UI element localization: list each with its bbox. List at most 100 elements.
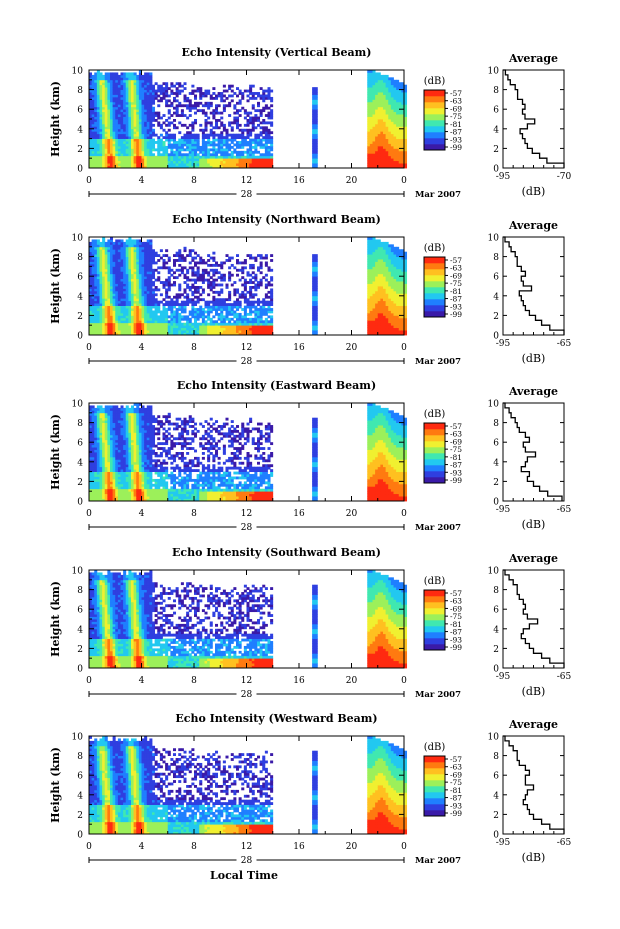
heatmap-cell xyxy=(217,165,221,169)
heatmap-cell xyxy=(377,101,381,105)
heatmap-cell xyxy=(159,325,163,329)
heatmap-cell xyxy=(102,251,106,255)
heatmap-cell xyxy=(94,131,98,135)
x-tick-label: 20 xyxy=(346,176,358,186)
heatmap-cell xyxy=(136,119,140,122)
heatmap-cell xyxy=(254,160,258,164)
heatmap-cell xyxy=(102,165,106,169)
heatmap-cell xyxy=(312,114,316,117)
heatmap-cell xyxy=(167,308,171,311)
heatmap-cell xyxy=(238,278,242,282)
heatmap-cell xyxy=(175,276,179,280)
heatmap-cell xyxy=(117,133,121,137)
heatmap-cell xyxy=(312,155,316,159)
heatmap-cell xyxy=(117,244,121,248)
heatmap-cell xyxy=(144,330,148,333)
heatmap-cell xyxy=(367,256,371,260)
heatmap-cell xyxy=(183,143,187,147)
heatmap-cell xyxy=(375,126,379,130)
heatmap-cell xyxy=(194,155,198,159)
heatmap-cell xyxy=(404,87,408,90)
heatmap-cell xyxy=(138,254,142,257)
heatmap-cell xyxy=(167,111,171,115)
heatmap-cell xyxy=(375,101,379,105)
heatmap-cell xyxy=(173,317,177,321)
heatmap-cell xyxy=(123,310,127,314)
heatmap-cell xyxy=(194,148,198,152)
heatmap-cell xyxy=(191,249,195,253)
heatmap-cell xyxy=(175,300,179,304)
heatmap-cell xyxy=(385,74,389,78)
heatmap-cell xyxy=(222,276,226,280)
heatmap-cell xyxy=(243,281,247,284)
heatmap-cell xyxy=(204,141,208,144)
heatmap-cell xyxy=(401,165,405,169)
heatmap-cell xyxy=(99,109,103,113)
heatmap-cell xyxy=(154,114,158,117)
heatmap-cell xyxy=(173,160,177,164)
heatmap-cell xyxy=(102,278,106,282)
heatmap-cell xyxy=(388,153,392,157)
heatmap-cell xyxy=(91,94,95,98)
heatmap-cell xyxy=(125,79,129,83)
heatmap-cell xyxy=(131,72,135,76)
heatmap-cell xyxy=(157,303,161,306)
heatmap-cell xyxy=(388,87,392,90)
heatmap-cell xyxy=(96,101,100,105)
heatmap-cell xyxy=(141,295,145,299)
heatmap-cell xyxy=(165,82,169,86)
heatmap-cell xyxy=(393,150,397,154)
heatmap-cell xyxy=(146,77,150,81)
heatmap-cell xyxy=(236,290,240,294)
heatmap-cell xyxy=(377,332,381,336)
heatmap-cell xyxy=(170,121,174,125)
heatmap-cell xyxy=(380,165,384,169)
heatmap-cell xyxy=(154,305,158,309)
heatmap-cell xyxy=(128,312,132,316)
heatmap-cell xyxy=(312,261,316,265)
heatmap-cell xyxy=(180,84,184,88)
heatmap-cell xyxy=(89,126,93,130)
heatmap-cell xyxy=(199,96,203,100)
heatmap-cell xyxy=(385,263,389,267)
heatmap-cell xyxy=(398,150,402,154)
heatmap-cell xyxy=(107,320,111,324)
heatmap-cell xyxy=(367,295,371,299)
heatmap-cell xyxy=(367,70,371,73)
heatmap-cell xyxy=(375,244,379,248)
heatmap-cell xyxy=(199,158,203,162)
heatmap-cell xyxy=(246,300,250,304)
heatmap-cell xyxy=(173,158,177,162)
heatmap-cell xyxy=(112,251,116,255)
heatmap-cell xyxy=(91,300,95,304)
heatmap-cell xyxy=(196,271,200,275)
heatmap-cell xyxy=(388,249,392,253)
heatmap-cell xyxy=(259,145,263,149)
heatmap-cell xyxy=(393,138,397,142)
heatmap-cell xyxy=(91,241,95,245)
heatmap-cell xyxy=(159,317,163,321)
heatmap-cell xyxy=(149,158,153,162)
heatmap-cell xyxy=(149,322,153,326)
heatmap-cell xyxy=(91,87,95,90)
heatmap-cell xyxy=(165,325,169,329)
heatmap-cell xyxy=(89,276,93,280)
heatmap-cell xyxy=(367,160,371,164)
heatmap-cell xyxy=(94,256,98,260)
heatmap-cell xyxy=(152,256,156,260)
heatmap-cell xyxy=(377,239,381,243)
heatmap-cell xyxy=(165,300,169,304)
heatmap-cell xyxy=(186,295,190,299)
heatmap-cell xyxy=(162,143,166,147)
heatmap-cell xyxy=(138,244,142,248)
heatmap-cell xyxy=(146,158,150,162)
heatmap-cell xyxy=(207,141,211,144)
heatmap-cell xyxy=(217,303,221,306)
heatmap-cell xyxy=(236,141,240,144)
heatmap-cell xyxy=(246,121,250,125)
colorbar-unit: (dB) xyxy=(424,76,446,87)
heatmap-cell xyxy=(112,288,116,292)
heatmap-cell xyxy=(380,312,384,316)
heatmap-cell xyxy=(146,131,150,135)
heatmap-cell xyxy=(146,325,150,329)
